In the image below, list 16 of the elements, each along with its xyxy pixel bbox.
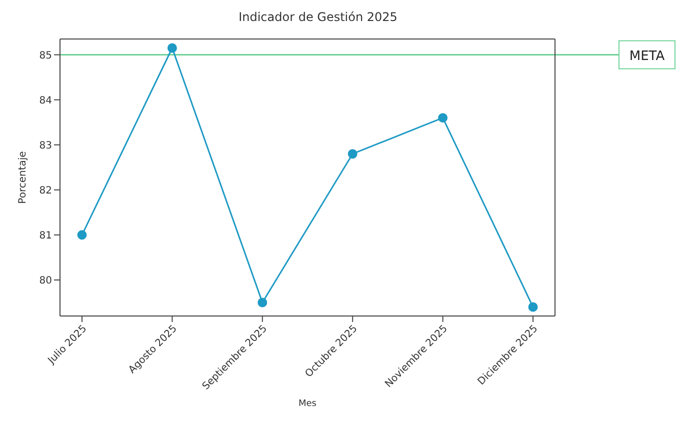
point xyxy=(167,43,177,53)
x-axis-title: Mes xyxy=(298,399,317,409)
point xyxy=(438,113,448,123)
y-tick-label: 82 xyxy=(39,185,52,196)
point xyxy=(528,302,538,312)
y-tick-label: 80 xyxy=(39,276,52,287)
y-tick-label: 84 xyxy=(39,95,52,106)
y-tick-label: 81 xyxy=(39,230,52,242)
chart-title: Indicador de Gestión 2025 xyxy=(238,10,398,24)
point xyxy=(348,149,358,159)
point xyxy=(77,230,87,240)
point xyxy=(258,298,268,308)
y-tick-label: 85 xyxy=(39,50,52,62)
ref-line-label: META xyxy=(629,48,665,64)
y-axis-title: Porcentaje xyxy=(18,151,29,204)
y-tick-label: 83 xyxy=(39,140,52,152)
